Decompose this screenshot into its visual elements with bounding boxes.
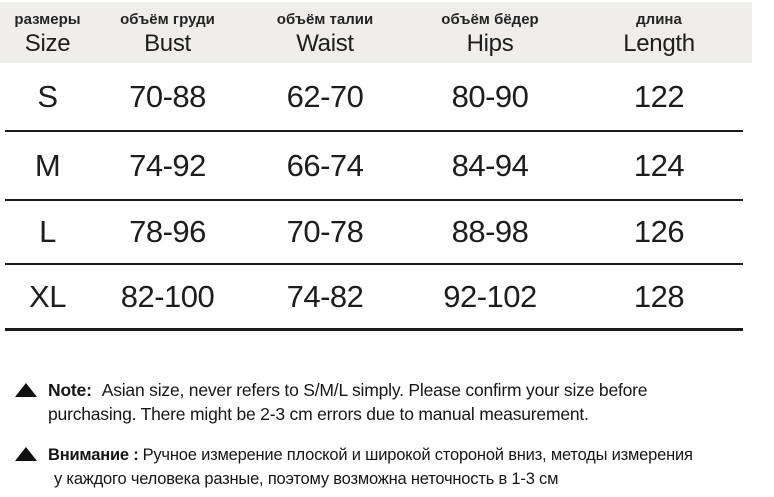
- column-header-bust-ru: объём груди: [120, 10, 215, 28]
- cell-bust: 74-92: [129, 147, 206, 183]
- cell-length: 128: [633, 278, 685, 314]
- table-row-m: M 74-92 66-74 84-94 124: [5, 132, 743, 201]
- column-header-waist-en: Waist: [296, 29, 354, 57]
- cell-waist: 74-82: [286, 278, 364, 314]
- table-row-l: L 78-96 70-78 88-98 126: [5, 201, 743, 265]
- column-header-bust: объём груди Bust: [90, 2, 245, 63]
- note-english: Note: Asian size, never refers to S/M/L s…: [15, 379, 648, 426]
- column-header-size-ru: размеры: [14, 10, 81, 28]
- cell-size: XL: [29, 278, 66, 314]
- cell-waist: 66-74: [286, 147, 364, 183]
- column-header-hips: объём бёдер Hips: [405, 2, 575, 63]
- column-header-length-ru: длина: [636, 10, 682, 28]
- note-english-text: Note: Asian size, never refers to S/M/L s…: [48, 379, 648, 426]
- note-russian-line2: у каждого человека разные, поэтому возмо…: [54, 470, 559, 488]
- triangle-bullet-icon: [15, 383, 37, 397]
- cell-hips: 84-94: [451, 147, 529, 183]
- cell-size: M: [34, 147, 61, 183]
- cell-size: S: [37, 78, 58, 114]
- cell-length: 126: [633, 214, 685, 249]
- column-header-length-en: Length: [623, 29, 695, 57]
- note-russian: Внимание : Ручное измерение плоской и шир…: [15, 443, 693, 491]
- note-russian-label: Внимание :: [48, 446, 139, 464]
- cell-bust: 70-88: [129, 78, 206, 114]
- table-row-xl: XL 82-100 74-82 92-102 128: [5, 265, 743, 331]
- cell-bust: 82-100: [120, 278, 215, 314]
- column-header-hips-ru: объём бёдер: [441, 10, 539, 28]
- column-header-hips-en: Hips: [466, 29, 514, 57]
- table-row-s: S 70-88 62-70 80-90 122: [5, 63, 743, 132]
- cell-length: 124: [633, 147, 685, 183]
- table-header-row: размеры Size объём груди Bust объём тали…: [5, 2, 743, 63]
- cell-size: L: [39, 214, 56, 249]
- cell-hips: 92-102: [443, 278, 537, 314]
- size-table: размеры Size объём груди Bust объём тали…: [5, 2, 743, 331]
- note-english-label: Note:: [48, 380, 92, 400]
- cell-waist: 62-70: [286, 78, 364, 114]
- cell-hips: 80-90: [451, 78, 529, 114]
- note-english-line2: purchasing. There might be 2-3 cm errors…: [48, 403, 589, 424]
- column-header-bust-en: Bust: [144, 29, 191, 57]
- column-header-waist-ru: объём талии: [276, 10, 374, 28]
- note-russian-body1: Ручное измерение плоской и широкой сторо…: [142, 446, 693, 464]
- column-header-size-en: Size: [24, 29, 71, 57]
- column-header-waist: объём талии Waist: [245, 2, 405, 63]
- cell-bust: 78-96: [129, 214, 206, 249]
- table-header-band: [0, 2, 752, 63]
- note-russian-text: Внимание : Ручное измерение плоской и шир…: [48, 443, 693, 491]
- column-header-length: длина Length: [575, 2, 743, 63]
- note-russian-line1: Внимание : Ручное измерение плоской и шир…: [48, 443, 693, 467]
- triangle-bullet-icon: [15, 447, 37, 461]
- cell-waist: 70-78: [286, 214, 364, 249]
- column-header-size: размеры Size: [5, 2, 90, 63]
- cell-length: 122: [633, 78, 685, 114]
- cell-hips: 88-98: [451, 214, 529, 249]
- note-english-line1: Note: Asian size, never refers to S/M/L s…: [48, 379, 648, 403]
- note-english-body1: Asian size, never refers to S/M/L simply…: [101, 380, 648, 400]
